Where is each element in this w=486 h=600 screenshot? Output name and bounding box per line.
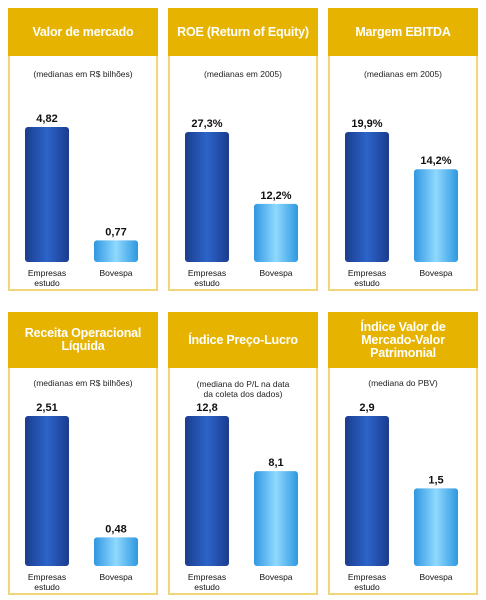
chart-panel-receita-operacional: Receita Operacional Líquida (medianas em… [8, 312, 158, 595]
chart-title: Margem EBITDA [328, 8, 478, 56]
category-label: Empresas estudo [188, 572, 226, 592]
category-label: Bovespa [99, 572, 132, 582]
chart-panel-valor-mercado: Valor de mercado (medianas em R$ bilhões… [8, 8, 158, 291]
category-label: Bovespa [419, 268, 452, 278]
category-label: Empresas estudo [28, 268, 66, 288]
bar-empresas-estudo [185, 132, 229, 262]
bar-value-label: 0,48 [105, 523, 126, 535]
chart-title: Índice Valor de Mercado-Valor Patrimonia… [328, 312, 478, 368]
bar-bovespa [414, 488, 458, 566]
bar-chart: 27,3% Empresas estudo 12,2% Bovespa [185, 118, 298, 288]
chart-title: Índice Preço-Lucro [168, 312, 318, 368]
chart-subtitle: (mediana do PBV) [368, 378, 438, 388]
chart-subtitle: (medianas em R$ bilhões) [33, 378, 133, 388]
chart-title: Valor de mercado [8, 8, 158, 56]
category-label: Bovespa [259, 268, 292, 278]
category-label: Empresas estudo [28, 572, 66, 592]
bar-chart: 12,8 Empresas estudo 8,1 Bovespa [185, 402, 298, 592]
bar-value-label: 19,9% [351, 118, 382, 130]
bar-value-label: 4,82 [36, 113, 57, 125]
bar-bovespa [94, 537, 138, 566]
bar-value-label: 2,9 [359, 402, 374, 414]
chart-panel-margem-ebitda: Margem EBITDA (medianas em 2005) 19,9% Em… [328, 8, 478, 291]
category-label: Empresas estudo [348, 268, 386, 288]
chart-title: Receita Operacional Líquida [8, 312, 158, 368]
bar-value-label: 12,8 [196, 402, 217, 414]
chart-panel-roe: ROE (Return of Equity) (medianas em 2005… [168, 8, 318, 291]
bar-empresas-estudo [25, 127, 69, 262]
bar-value-label: 1,5 [428, 474, 443, 486]
bar-chart: 4,82 Empresas estudo 0,77 Bovespa [25, 113, 138, 288]
bar-empresas-estudo [345, 132, 389, 262]
bar-value-label: 27,3% [191, 118, 222, 130]
bar-bovespa [414, 169, 458, 262]
chart-panel-pbv: Índice Valor de Mercado-Valor Patrimonia… [328, 312, 478, 595]
bar-bovespa [254, 471, 298, 566]
chart-subtitle: (medianas em 2005) [364, 69, 442, 79]
bar-value-label: 0,77 [105, 226, 126, 238]
bar-value-label: 8,1 [268, 457, 283, 469]
bar-bovespa [254, 203, 298, 262]
chart-title: ROE (Return of Equity) [168, 8, 318, 56]
category-label: Bovespa [99, 268, 132, 278]
bar-value-label: 14,2% [420, 155, 451, 167]
chart-subtitle: (mediana do P/L na data da coleta dos da… [196, 379, 290, 399]
category-label: Empresas estudo [188, 268, 226, 288]
bar-value-label: 2,51 [36, 402, 57, 414]
bar-value-label: 12,2% [260, 190, 291, 202]
bar-empresas-estudo [345, 416, 389, 566]
chart-subtitle: (medianas em 2005) [204, 69, 282, 79]
category-label: Empresas estudo [348, 572, 386, 592]
category-label: Bovespa [419, 572, 452, 582]
bar-chart: 2,9 Empresas estudo 1,5 Bovespa [345, 402, 458, 592]
category-label: Bovespa [259, 572, 292, 582]
bar-chart: 2,51 Empresas estudo 0,48 Bovespa [25, 402, 138, 592]
chart-panel-indice-preco-lucro: Índice Preço-Lucro (mediana do P/L na da… [168, 312, 318, 595]
bar-empresas-estudo [185, 416, 229, 566]
chart-subtitle: (medianas em R$ bilhões) [33, 69, 133, 79]
bar-bovespa [94, 240, 138, 262]
bar-empresas-estudo [25, 416, 69, 566]
bar-chart: 19,9% Empresas estudo 14,2% Bovespa [345, 118, 458, 288]
